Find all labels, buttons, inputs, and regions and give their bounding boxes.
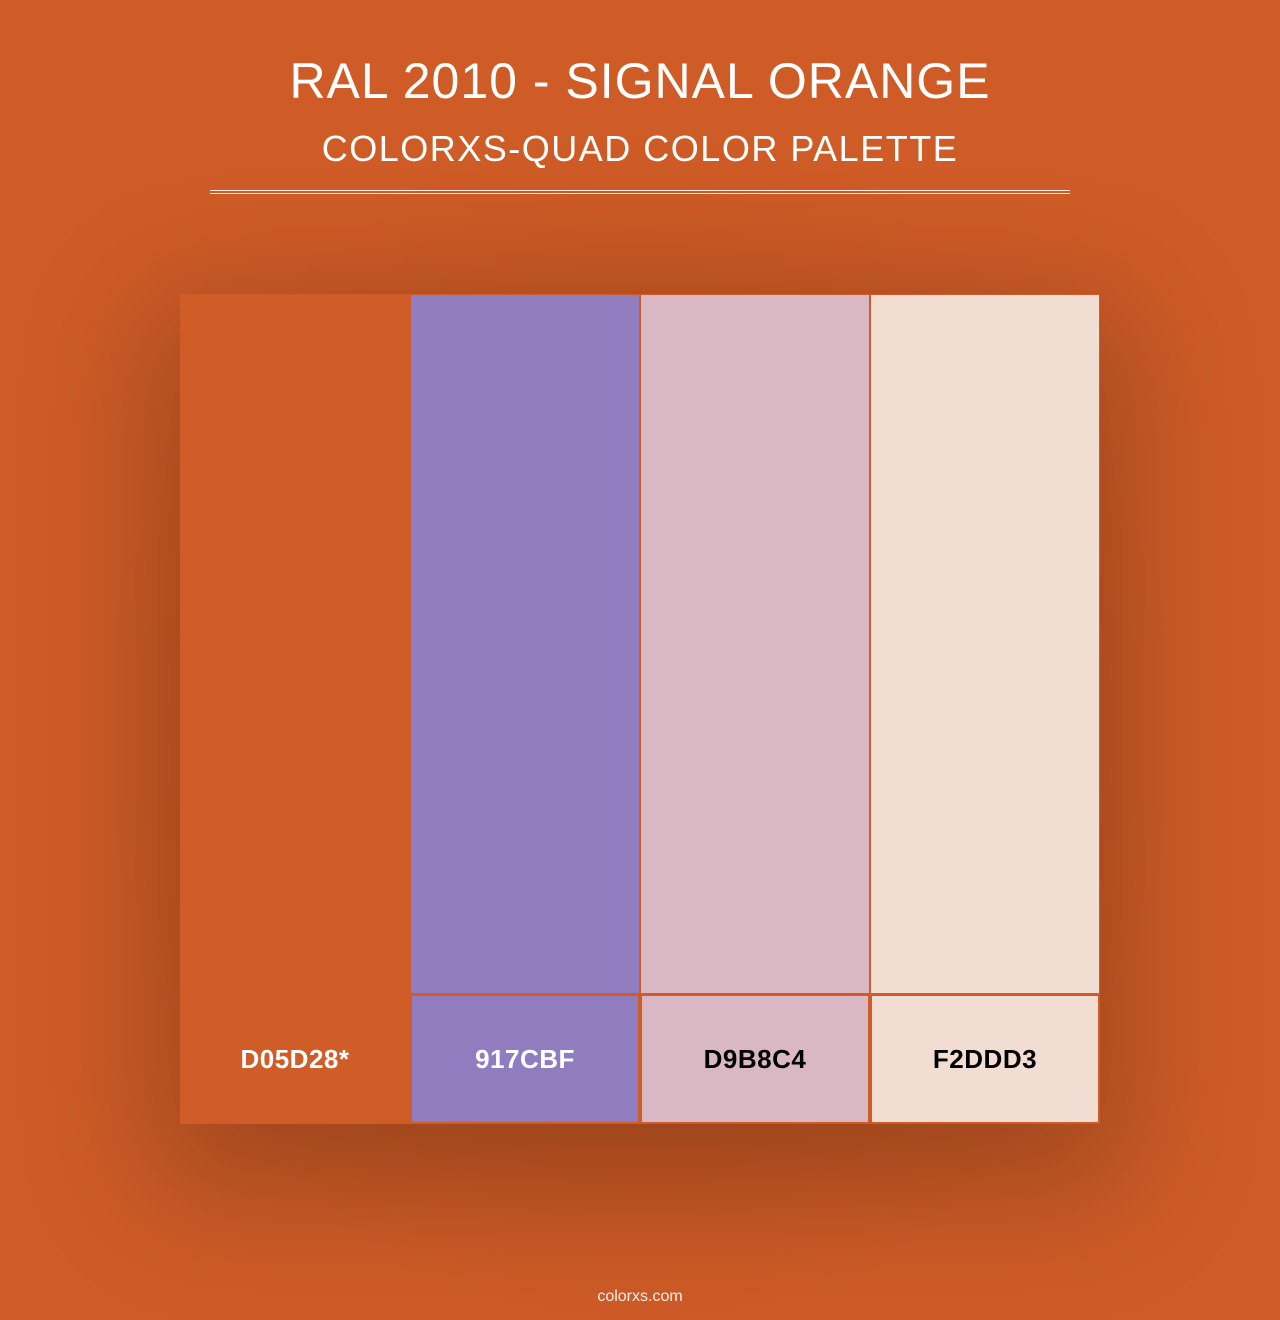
swatch-label-text: 917CBF xyxy=(475,1044,575,1075)
swatch-row xyxy=(180,294,1100,994)
swatch-label-3: F2DDD3 xyxy=(870,994,1100,1124)
swatch-label-text: D9B8C4 xyxy=(704,1044,807,1075)
swatch-1 xyxy=(410,294,640,994)
footer-credit: colorxs.com xyxy=(0,1288,1280,1306)
swatch-0 xyxy=(180,294,410,994)
palette: D05D28* 917CBF D9B8C4 F2DDD3 xyxy=(180,294,1100,1124)
swatch-label-text: F2DDD3 xyxy=(933,1044,1037,1075)
swatch-2 xyxy=(640,294,870,994)
divider xyxy=(210,190,1070,194)
swatch-label-0: D05D28* xyxy=(180,994,410,1124)
swatch-3 xyxy=(870,294,1100,994)
label-row: D05D28* 917CBF D9B8C4 F2DDD3 xyxy=(180,994,1100,1124)
swatch-label-text: D05D28* xyxy=(240,1044,349,1075)
header: RAL 2010 - SIGNAL ORANGE COLORXS-QUAD CO… xyxy=(210,52,1070,194)
swatch-label-2: D9B8C4 xyxy=(640,994,870,1124)
swatch-label-1: 917CBF xyxy=(410,994,640,1124)
page-title: RAL 2010 - SIGNAL ORANGE xyxy=(210,52,1070,110)
page-subtitle: COLORXS-QUAD COLOR PALETTE xyxy=(210,128,1070,170)
